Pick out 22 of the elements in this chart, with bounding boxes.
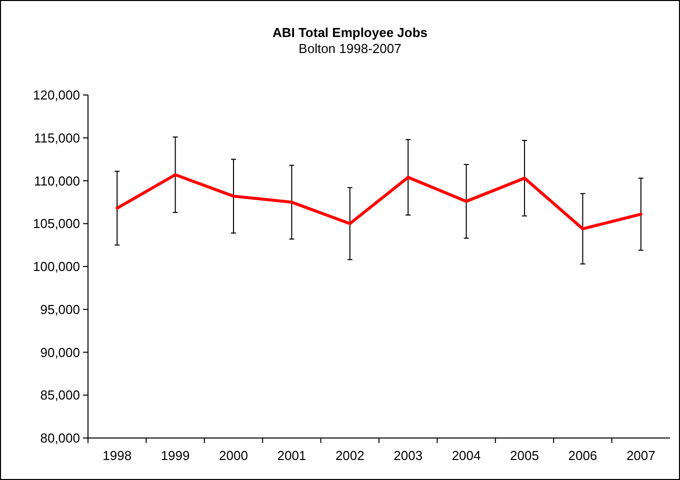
x-tick-label: 2007 (626, 448, 656, 463)
y-tick-label: 110,000 (34, 173, 80, 188)
chart-subtitle: Bolton 1998-2007 (298, 41, 402, 56)
y-tick-label: 90,000 (40, 344, 80, 360)
y-tick-label: 105,000 (33, 216, 80, 232)
x-tick-label: 2004 (452, 448, 481, 463)
line-series (116, 173, 642, 230)
y-tick-label: 115,000 (34, 130, 80, 146)
x-tick-label: 2001 (277, 448, 306, 463)
chart-title: ABI Total Employee Jobs (272, 25, 428, 40)
x-tick-label: 2000 (219, 448, 248, 463)
x-tick-label: 2003 (394, 448, 423, 463)
x-tick-label: 2005 (510, 448, 539, 463)
x-tick-label: 1998 (102, 448, 132, 463)
x-tick-label: 2002 (335, 448, 364, 463)
y-tick-label: 95,000 (40, 302, 80, 317)
y-tick-label: 100,000 (33, 259, 80, 274)
y-tick-label: 120,000 (33, 88, 80, 103)
x-tick-label: 1999 (160, 448, 190, 463)
y-tick-label: 80,000 (40, 430, 80, 446)
y-tick-label: 85,000 (40, 388, 80, 403)
x-tick-label: 2006 (568, 448, 598, 463)
